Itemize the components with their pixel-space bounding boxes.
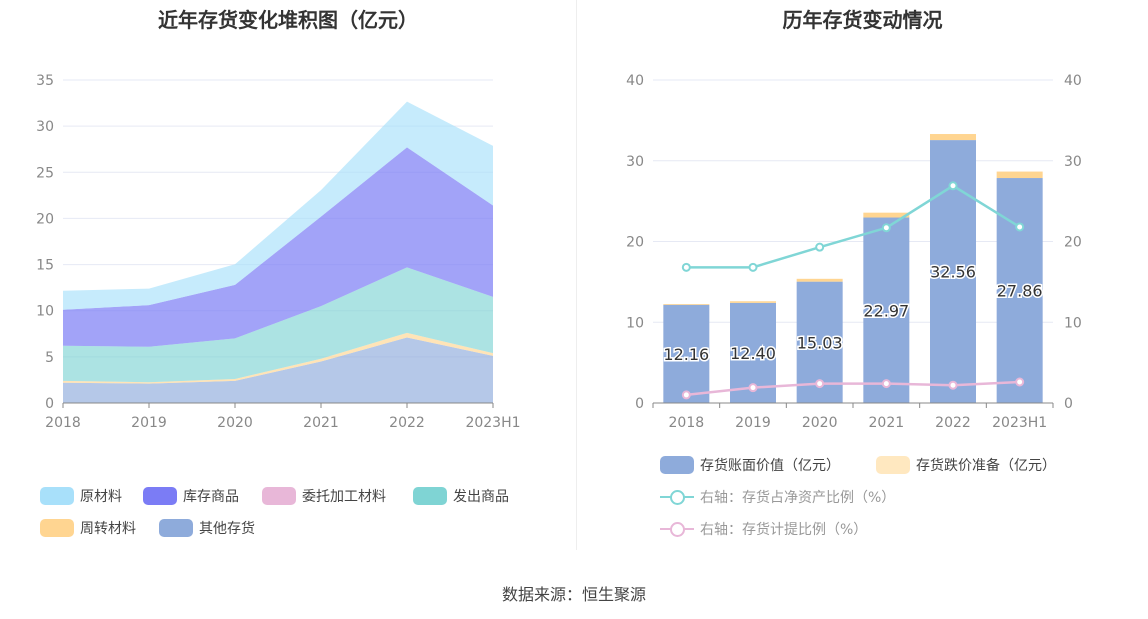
line-point bbox=[748, 383, 758, 393]
bar-value-label: 32.56 bbox=[930, 263, 976, 282]
line-point bbox=[1015, 377, 1025, 387]
legend-swatch-icon bbox=[660, 456, 694, 474]
x-tick-label: 2019 bbox=[735, 415, 771, 431]
legend-item[interactable]: 存货账面价值（亿元） bbox=[660, 455, 840, 475]
legend-item[interactable]: 发出商品 bbox=[413, 486, 509, 506]
legend-swatch-icon bbox=[143, 487, 177, 505]
x-tick-label: 2019 bbox=[131, 415, 167, 431]
bar-book-value bbox=[863, 217, 910, 403]
y2-tick-label: 10 bbox=[1064, 315, 1082, 331]
area-原材料 bbox=[63, 101, 493, 310]
legend-label: 发出商品 bbox=[453, 489, 509, 505]
bar-book-value bbox=[996, 178, 1043, 403]
line-point bbox=[881, 379, 891, 389]
x-tick-label: 2018 bbox=[45, 415, 81, 431]
legend-item[interactable]: 右轴：存货占净资产比例（%） bbox=[660, 487, 895, 507]
x-tick-label: 2021 bbox=[869, 415, 905, 431]
area-库存商品 bbox=[63, 147, 493, 347]
line-point bbox=[1015, 222, 1025, 232]
line-point bbox=[681, 262, 691, 272]
legend-item[interactable]: 库存商品 bbox=[143, 486, 239, 506]
x-tick-label: 2021 bbox=[303, 415, 339, 431]
legend-swatch-icon bbox=[40, 519, 74, 537]
x-tick-label: 2018 bbox=[669, 415, 705, 431]
legend-label: 存货跌价准备（亿元） bbox=[916, 458, 1056, 474]
line-point bbox=[815, 379, 825, 389]
bar-impairment bbox=[930, 134, 976, 141]
legend-item[interactable]: 右轴：存货计提比例（%） bbox=[660, 519, 867, 539]
legend-label: 右轴：存货占净资产比例（%） bbox=[700, 490, 896, 506]
bar-impairment bbox=[863, 212, 910, 218]
source-note: 数据来源：恒生聚源 bbox=[501, 585, 646, 604]
legend-swatch-icon bbox=[876, 456, 910, 474]
x-tick-label: 2020 bbox=[802, 415, 838, 431]
bar-value-label: 27.86 bbox=[997, 282, 1043, 301]
y-tick-label: 5 bbox=[45, 350, 54, 366]
legend-swatch-icon bbox=[40, 487, 74, 505]
line-series bbox=[686, 184, 1021, 269]
y2-tick-label: 20 bbox=[1064, 235, 1082, 251]
y-tick-label: 10 bbox=[36, 304, 54, 320]
legend-label: 委托加工材料 bbox=[302, 489, 386, 505]
y2-tick-label: 30 bbox=[1064, 154, 1082, 170]
right-chart-title: 历年存货变动情况 bbox=[782, 8, 943, 32]
area-其他存货 bbox=[63, 337, 493, 403]
y-tick-label: 40 bbox=[626, 73, 644, 89]
legend-item[interactable]: 其他存货 bbox=[159, 518, 255, 538]
legend-label: 原材料 bbox=[80, 489, 122, 505]
x-tick-label: 2022 bbox=[935, 415, 971, 431]
line-point bbox=[748, 262, 758, 272]
y-tick-label: 0 bbox=[45, 396, 54, 412]
area-发出商品 bbox=[63, 267, 493, 383]
legend-label: 存货账面价值（亿元） bbox=[700, 458, 840, 474]
bar-book-value bbox=[663, 304, 710, 403]
y-tick-label: 35 bbox=[36, 73, 54, 89]
line-point bbox=[881, 223, 891, 233]
legend-swatch-icon bbox=[660, 488, 694, 506]
legend-swatch-icon bbox=[413, 487, 447, 505]
bar-value-label: 12.16 bbox=[663, 345, 709, 364]
y-tick-label: 30 bbox=[36, 119, 54, 135]
y-tick-label: 0 bbox=[635, 396, 644, 412]
y-tick-label: 20 bbox=[36, 211, 54, 227]
x-tick-label: 2023H1 bbox=[465, 415, 520, 431]
legend-item[interactable]: 委托加工材料 bbox=[262, 486, 386, 506]
bar-value-label: 22.97 bbox=[863, 301, 909, 320]
legend-label: 右轴：存货计提比例（%） bbox=[700, 522, 868, 538]
line-point bbox=[815, 242, 825, 252]
legend-item[interactable]: 周转材料 bbox=[40, 518, 136, 538]
line-point bbox=[948, 181, 958, 191]
bar-impairment bbox=[730, 301, 776, 303]
legend-swatch-icon bbox=[660, 520, 694, 538]
y2-tick-label: 40 bbox=[1064, 73, 1082, 89]
bar-value-label: 15.03 bbox=[797, 333, 843, 352]
legend-swatch-icon bbox=[159, 519, 193, 537]
legend-item[interactable]: 原材料 bbox=[40, 486, 122, 506]
line-point bbox=[948, 380, 958, 390]
legend-swatch-icon bbox=[262, 487, 296, 505]
bar-value-label: 12.40 bbox=[730, 344, 776, 363]
x-tick-label: 2020 bbox=[217, 415, 253, 431]
divider bbox=[576, 0, 577, 550]
y-tick-label: 20 bbox=[626, 235, 644, 251]
legend-label: 库存商品 bbox=[183, 489, 239, 505]
line-series bbox=[686, 380, 1020, 397]
y2-tick-label: 0 bbox=[1064, 396, 1073, 412]
left-chart-title: 近年存货变化堆积图（亿元） bbox=[158, 8, 418, 32]
line-point bbox=[681, 390, 691, 400]
y-tick-label: 15 bbox=[36, 258, 54, 274]
bar-impairment bbox=[663, 304, 710, 305]
y-tick-label: 25 bbox=[36, 165, 54, 181]
legend-label: 其他存货 bbox=[199, 521, 255, 537]
x-tick-label: 2023H1 bbox=[992, 415, 1047, 431]
bar-impairment bbox=[796, 278, 843, 282]
bar-impairment bbox=[996, 171, 1043, 179]
y-tick-label: 10 bbox=[626, 315, 644, 331]
y-tick-label: 30 bbox=[626, 154, 644, 170]
x-tick-label: 2022 bbox=[389, 415, 425, 431]
legend-label: 周转材料 bbox=[80, 521, 136, 537]
legend-item[interactable]: 存货跌价准备（亿元） bbox=[876, 455, 1056, 475]
